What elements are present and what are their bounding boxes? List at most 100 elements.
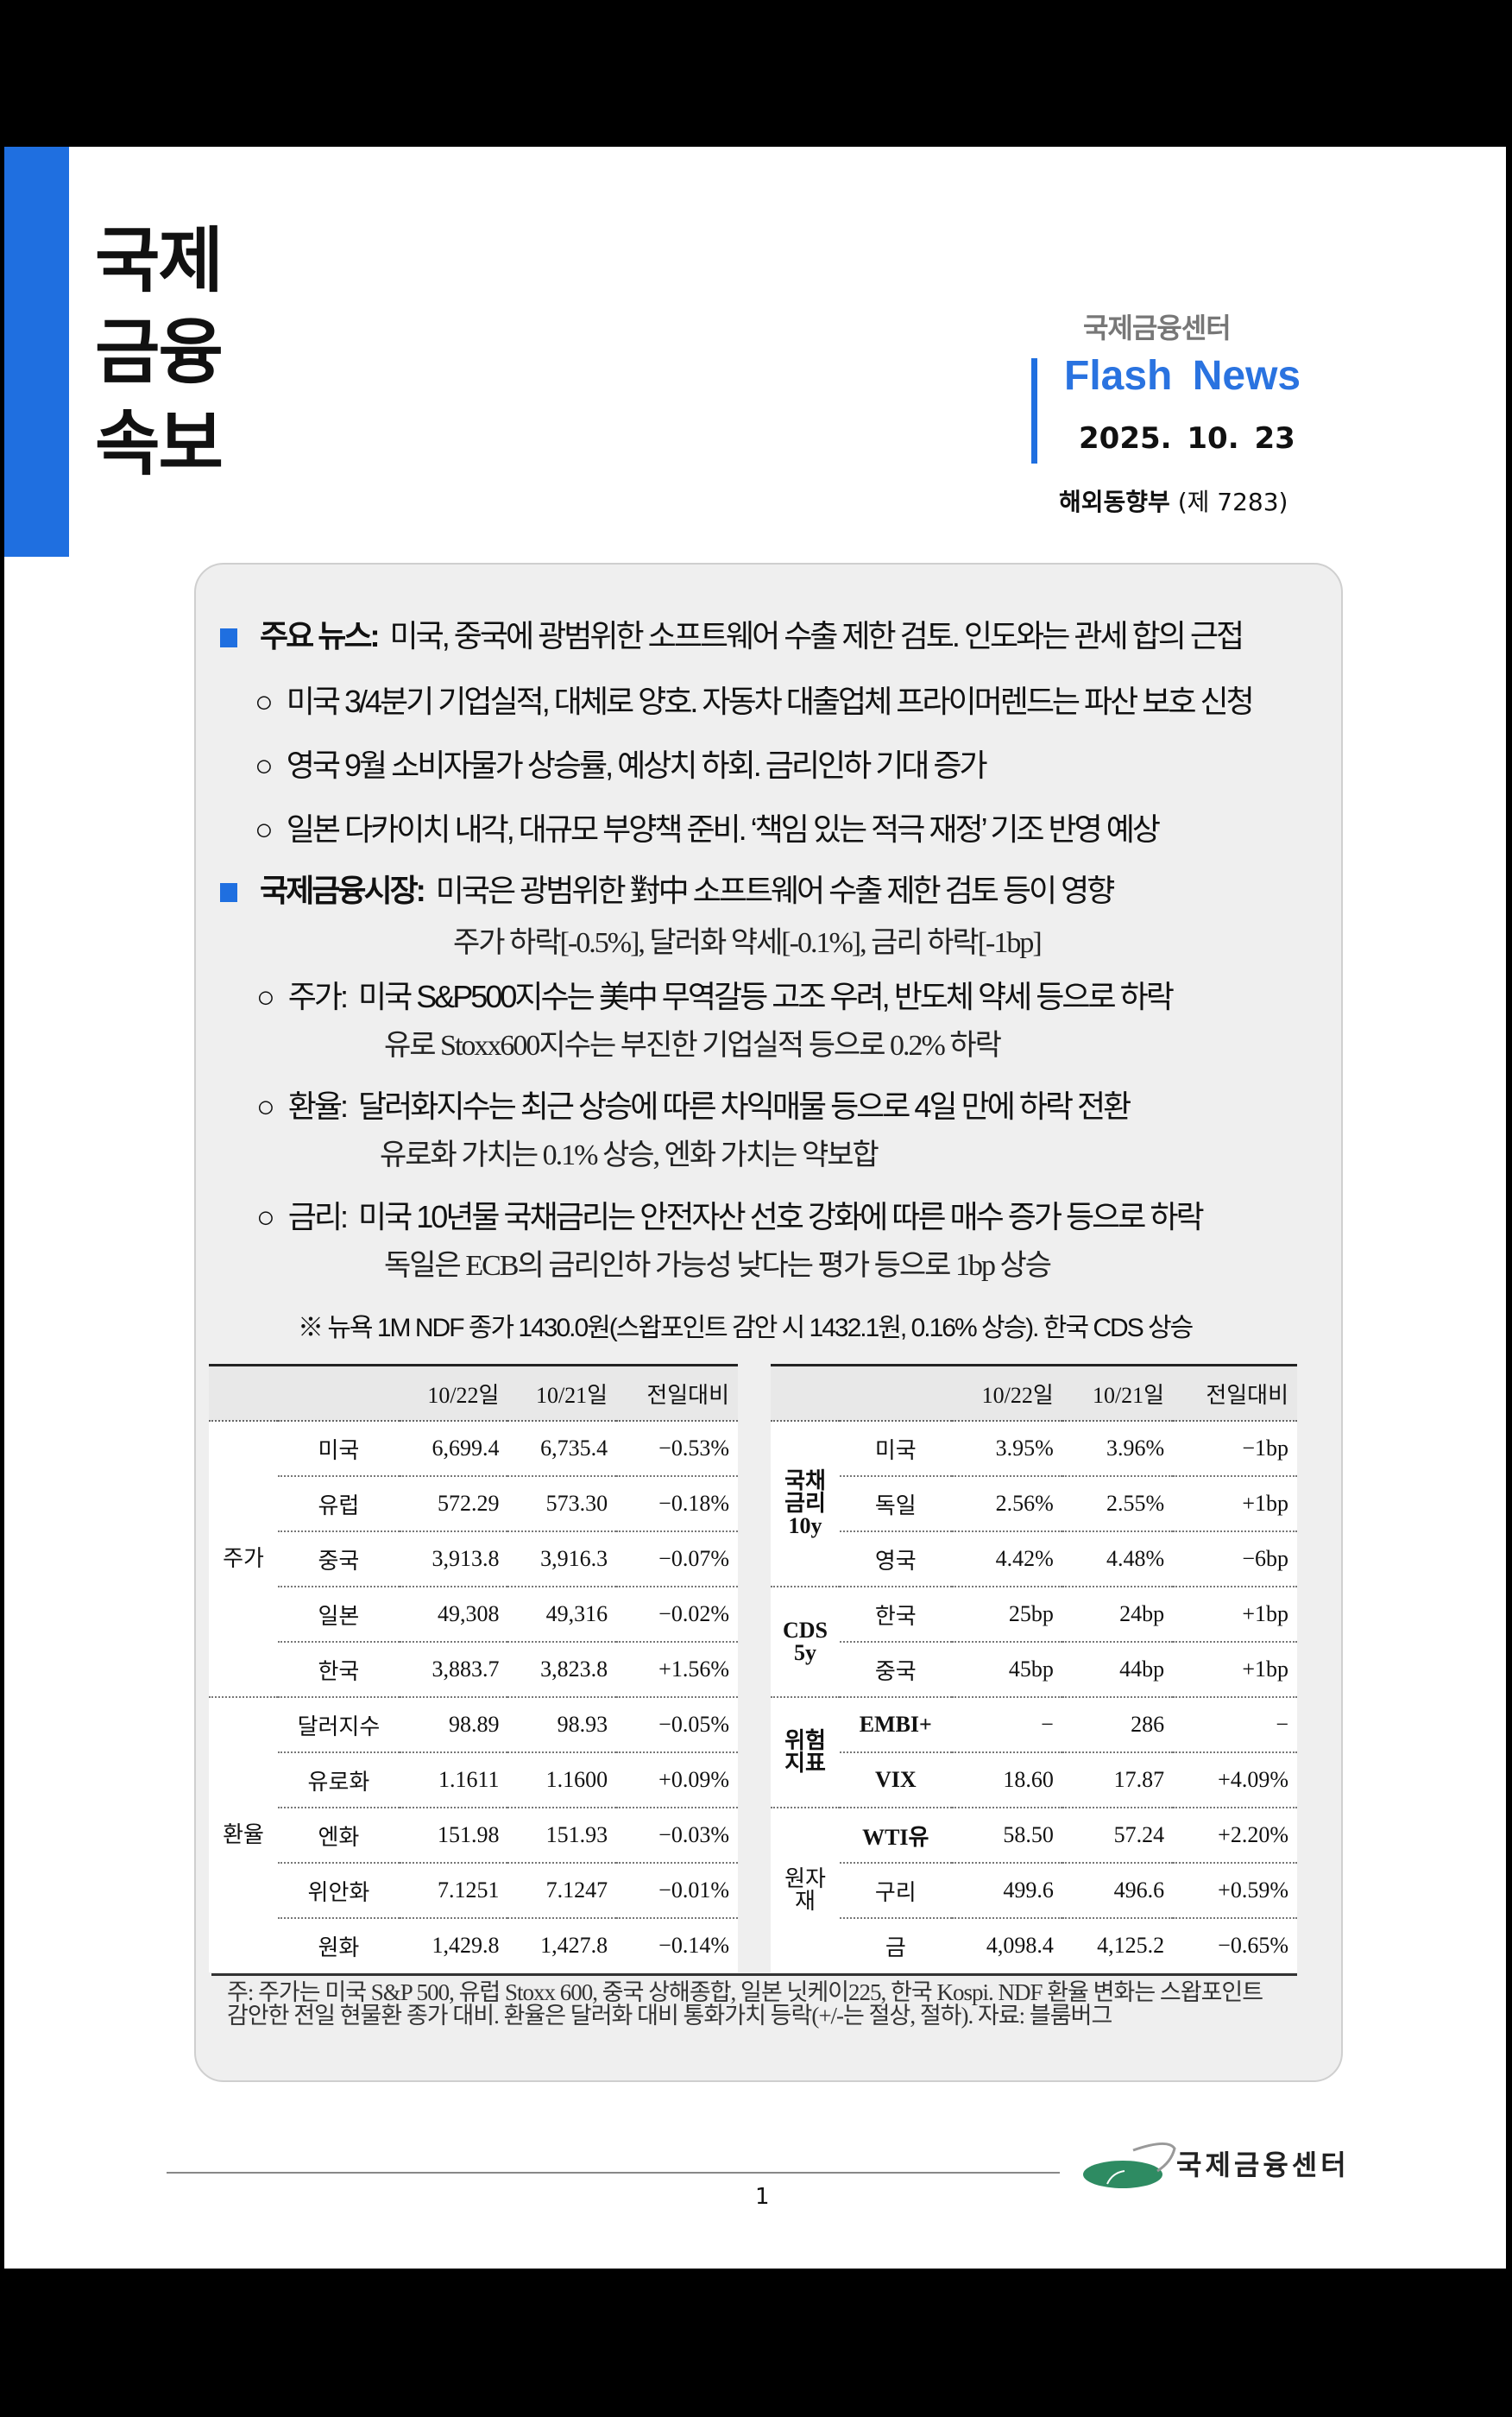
column-header: 전일대비 [1173,1364,1297,1422]
cell-value: 4,125.2 [1097,1933,1165,1958]
cell-value: − [1173,1697,1297,1753]
square-bullet-icon [220,883,237,903]
row-label: 한국 [840,1587,952,1643]
table-row: 중국 3,913.8 3,916.3 −0.07% [209,1531,738,1587]
row-label: VIX [840,1752,952,1808]
table-row: 일본 49,308 49,316 −0.02% [209,1587,738,1643]
table-row: 영국 4.42% 4.48% −6bp [771,1531,1297,1587]
cell-value: 151.93 [507,1808,617,1864]
cell-value: 6,735.4 [507,1421,617,1477]
item-text: 미국 10년물 국채금리는 안전자산 선호 강화에 따른 매수 증가 등으로 하… [358,1199,1205,1234]
cell-value: 3,916.3 [507,1531,617,1587]
cell-value: 25bp [951,1587,1062,1643]
column-header: 10/22일 [399,1364,508,1422]
market-item-sub: 독일은 ECB의 금리인하 가능성 낮다는 평가 등으로 1bp 상승 [384,1250,1052,1282]
product-name: Flash News [1064,353,1301,399]
group-label: 원자재 [784,1866,826,1914]
row-label: 중국 [840,1642,952,1698]
cell-value: 6,699.4 [399,1421,508,1477]
report-page: 국제 금융 속보 국제금융센터 Flash News 2025. 10. 23 … [4,147,1506,2269]
cell-value: 499.6 [951,1863,1062,1919]
table-bottom-rule [211,1973,1297,1976]
market-label: 국제금융시장: [260,873,426,908]
item-label: 주가: [287,979,349,1014]
row-label: 일본 [278,1587,400,1643]
row-label: 중국 [278,1531,400,1587]
row-label: 금 [885,1934,906,1960]
row-label: EMBI+ [840,1697,952,1753]
item-label: 환율: [287,1089,349,1124]
item-text: 미국 S&P500지수는 美中 무역갈등 고조 우려, 반도체 약세 등으로 하… [358,979,1175,1014]
cell-value: −0.07% [616,1531,738,1587]
cell-value: 286 [1062,1697,1174,1753]
table-row: 중국 45bp 44bp +1bp [771,1642,1297,1698]
table-row: 유럽 572.29 573.30 −0.18% [209,1476,738,1532]
cell-value: 49,316 [507,1587,617,1643]
circle-bullet-icon: ○ [256,979,275,1014]
cell-value: 3,883.7 [399,1642,508,1698]
cell-value: +1.56% [616,1642,738,1698]
cell-value: 3.95% [951,1421,1062,1477]
headline-label: 주요 뉴스: [260,618,380,653]
report-title: 국제 금융 속보 [95,216,224,490]
circle-bullet-icon: ○ [255,811,274,847]
group-label: CDS 5y [771,1587,840,1698]
cell-value: 2.55% [1062,1476,1174,1532]
cell-value: 17.87 [1062,1752,1174,1808]
cell-value: 58.50 [951,1808,1062,1864]
news-item: ○ 영국 9월 소비자물가 상승률, 예상치 하회. 금리인하 기대 증가 [255,741,988,786]
cell-value: −0.01% [616,1863,738,1919]
cell-value: 57.24 [1062,1808,1174,1864]
row-label: 유로화 [278,1752,400,1808]
title-line: 속보 [95,403,224,485]
column-header [840,1364,952,1422]
column-header: 10/22일 [951,1364,1062,1422]
cell-value: +0.09% [616,1752,738,1808]
market-item-sub: 유로화 가치는 0.1% 상승, 엔화 가치는 약보합 [380,1139,879,1171]
row-label: 유럽 [278,1476,400,1532]
cell-value: 1,429.8 [432,1933,500,1958]
table-row: 위안화 7.1251 7.1247 −0.01% [209,1863,738,1919]
table-row: 환율 달러지수 98.89 98.93 −0.05% [209,1697,738,1846]
cell-value: − [951,1697,1062,1753]
column-header: 10/21일 [1062,1364,1174,1422]
cell-value: −0.53% [616,1421,738,1477]
cell-value: +0.59% [1173,1863,1297,1919]
item-text: 달러화지수는 최근 상승에 따른 차익매물 등으로 4일 만에 하락 전환 [358,1089,1131,1124]
cell-value: 496.6 [1062,1863,1174,1919]
table-row: 엔화 151.98 151.93 −0.03% [209,1808,738,1864]
cell-value: 2.56% [951,1476,1062,1532]
cell-value: 3,823.8 [507,1642,617,1698]
market-headline-text: 미국은 광범위한 對中 소프트웨어 수출 제한 검토 등이 영향 [435,873,1116,908]
cell-value: 573.30 [507,1476,617,1532]
row-label: 미국 [278,1421,400,1477]
cell-value: 3,913.8 [399,1531,508,1587]
stocks-fx-table: 10/22일 10/21일 전일대비 주가 미국 6,699.4 6,735.4 −0.53%… [209,1364,738,1972]
market-item-sub: 유로 Stoxx600지수는 부진한 기업실적 등으로 0.2% 하락 [384,1030,1002,1062]
cell-value: −1bp [1173,1421,1297,1477]
column-header [278,1364,400,1422]
group-label: 위험 지표 [771,1697,840,1808]
cell-value: −0.03% [616,1808,738,1864]
cell-value: +1bp [1173,1642,1297,1698]
report-date: 2025. 10. 23 [1079,421,1295,456]
row-label: 구리 [840,1863,952,1919]
cell-value: 3.96% [1062,1421,1174,1477]
table-header-row: 10/22일 10/21일 전일대비 [209,1364,738,1422]
table-row: 주가 미국 6,699.4 6,735.4 −0.53% [209,1421,738,1698]
header-accent-bar [1031,358,1037,464]
cell-value: 18.60 [951,1752,1062,1808]
cell-value: 1,427.8 [540,1933,608,1958]
cell-value: +1bp [1173,1587,1297,1643]
circle-bullet-icon: ○ [255,684,274,719]
table-row: 금 4,098.4 4,125.2 −0.65% [771,1918,1297,1972]
table-row: VIX 18.60 17.87 +4.09% [771,1752,1297,1808]
news-text: 일본 다카이치 내각, 대규모 부양책 준비. ‘책임 있는 적극 재정’ 기조… [286,811,1161,847]
market-item: ○ 금리: 미국 10년물 국채금리는 안전자산 선호 강화에 따른 매수 증가 … [256,1192,1205,1237]
cell-value: 4.48% [1062,1531,1174,1587]
cell-value: −0.14% [658,1933,729,1958]
cell-value: 1.1600 [507,1752,617,1808]
news-text: 미국 3/4분기 기업실적, 대체로 양호. 자동차 대출업체 프라이머렌드는 … [286,684,1255,719]
headline-text: 미국, 중국에 광범위한 소프트웨어 수출 제한 검토. 인도와는 관세 합의 … [389,618,1245,653]
cell-value: 7.1251 [399,1863,508,1919]
